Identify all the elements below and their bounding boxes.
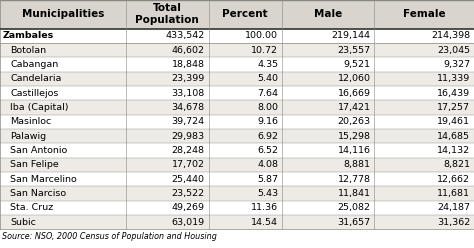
Text: 6.92: 6.92	[257, 132, 278, 141]
Text: 14.54: 14.54	[251, 218, 278, 227]
Text: San Narciso: San Narciso	[10, 189, 66, 198]
Text: 7.64: 7.64	[257, 89, 278, 98]
Text: Subic: Subic	[10, 218, 36, 227]
Text: Palawig: Palawig	[10, 132, 46, 141]
Text: 8.00: 8.00	[257, 103, 278, 112]
Bar	[0, 215, 474, 229]
Text: 23,045: 23,045	[437, 46, 470, 55]
Text: 4.35: 4.35	[257, 60, 278, 69]
Text: 12,662: 12,662	[437, 175, 470, 184]
Text: 4.08: 4.08	[257, 160, 278, 169]
Bar	[0, 57, 474, 72]
Text: 31,362: 31,362	[437, 218, 470, 227]
Text: 11,841: 11,841	[337, 189, 371, 198]
Text: 11.36: 11.36	[251, 203, 278, 212]
Text: 10.72: 10.72	[251, 46, 278, 55]
Text: Castillejos: Castillejos	[10, 89, 59, 98]
Text: 8,881: 8,881	[344, 160, 371, 169]
Bar	[0, 158, 474, 172]
Text: Masinloc: Masinloc	[10, 117, 52, 126]
Bar	[0, 172, 474, 186]
Text: 15,298: 15,298	[337, 132, 371, 141]
Text: 11,681: 11,681	[437, 189, 470, 198]
Text: 20,263: 20,263	[337, 117, 371, 126]
Text: Botolan: Botolan	[10, 46, 46, 55]
Text: 9,521: 9,521	[344, 60, 371, 69]
Text: 14,132: 14,132	[437, 146, 470, 155]
Bar	[0, 29, 474, 43]
Text: 5.43: 5.43	[257, 189, 278, 198]
Bar	[0, 43, 474, 57]
Text: 63,019: 63,019	[172, 218, 205, 227]
Text: 29,983: 29,983	[172, 132, 205, 141]
Text: 219,144: 219,144	[332, 31, 371, 40]
Text: 19,461: 19,461	[437, 117, 470, 126]
Text: 17,421: 17,421	[337, 103, 371, 112]
Text: Percent: Percent	[222, 9, 268, 19]
Text: 34,678: 34,678	[172, 103, 205, 112]
Text: 23,399: 23,399	[172, 74, 205, 83]
Text: Female: Female	[403, 9, 446, 19]
Text: 23,557: 23,557	[337, 46, 371, 55]
Text: 100.00: 100.00	[245, 31, 278, 40]
Bar	[0, 72, 474, 86]
Bar	[0, 129, 474, 143]
Text: Total
Population: Total Population	[135, 3, 199, 25]
Text: 28,248: 28,248	[172, 146, 205, 155]
Text: 16,439: 16,439	[437, 89, 470, 98]
Text: Zambales: Zambales	[3, 31, 54, 40]
Text: 24,187: 24,187	[437, 203, 470, 212]
Text: 39,724: 39,724	[172, 117, 205, 126]
Text: 25,440: 25,440	[172, 175, 205, 184]
Text: Source: NSO, 2000 Census of Population and Housing: Source: NSO, 2000 Census of Population a…	[2, 232, 217, 241]
Bar	[0, 86, 474, 100]
Text: 9.16: 9.16	[257, 117, 278, 126]
Text: 11,339: 11,339	[437, 74, 470, 83]
Text: 31,657: 31,657	[337, 218, 371, 227]
Text: Iba (Capital): Iba (Capital)	[10, 103, 69, 112]
Text: 14,116: 14,116	[337, 146, 371, 155]
Text: 18,848: 18,848	[172, 60, 205, 69]
Bar	[0, 201, 474, 215]
Bar	[0, 0, 474, 29]
Text: 25,082: 25,082	[337, 203, 371, 212]
Text: 8,821: 8,821	[443, 160, 470, 169]
Text: San Antonio: San Antonio	[10, 146, 68, 155]
Text: 16,669: 16,669	[337, 89, 371, 98]
Text: 17,702: 17,702	[172, 160, 205, 169]
Text: Sta. Cruz: Sta. Cruz	[10, 203, 54, 212]
Text: San Marcelino: San Marcelino	[10, 175, 77, 184]
Text: 46,602: 46,602	[172, 46, 205, 55]
Text: 9,327: 9,327	[443, 60, 470, 69]
Text: 5.87: 5.87	[257, 175, 278, 184]
Text: 14,685: 14,685	[437, 132, 470, 141]
Text: Candelaria: Candelaria	[10, 74, 62, 83]
Text: 12,060: 12,060	[337, 74, 371, 83]
Bar	[0, 100, 474, 115]
Bar	[0, 186, 474, 201]
Bar	[0, 143, 474, 158]
Text: 433,542: 433,542	[165, 31, 205, 40]
Text: Male: Male	[314, 9, 342, 19]
Text: 49,269: 49,269	[172, 203, 205, 212]
Text: 12,778: 12,778	[337, 175, 371, 184]
Text: San Felipe: San Felipe	[10, 160, 59, 169]
Text: 17,257: 17,257	[437, 103, 470, 112]
Text: 23,522: 23,522	[172, 189, 205, 198]
Text: 6.52: 6.52	[257, 146, 278, 155]
Text: 214,398: 214,398	[431, 31, 470, 40]
Text: Municipalities: Municipalities	[22, 9, 104, 19]
Bar	[0, 115, 474, 129]
Text: 33,108: 33,108	[172, 89, 205, 98]
Text: Cabangan: Cabangan	[10, 60, 59, 69]
Text: 5.40: 5.40	[257, 74, 278, 83]
